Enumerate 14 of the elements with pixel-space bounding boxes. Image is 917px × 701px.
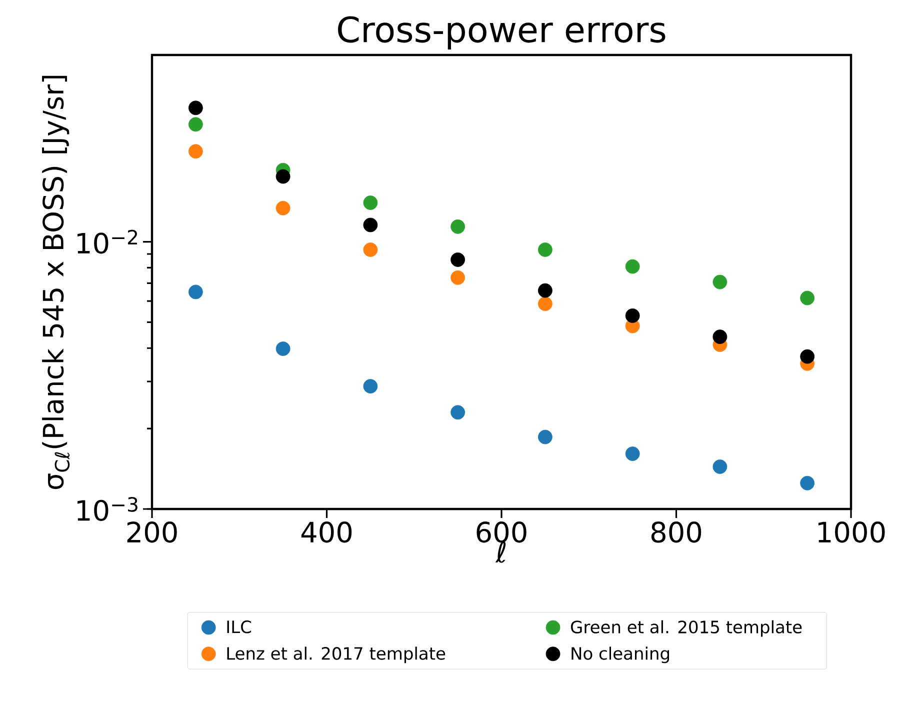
y-tick-label: 10$^{−2}$ [78,230,138,254]
legend-label: Green et al. 2015 template [570,620,802,637]
x-tick-label: 400 [301,522,352,543]
chart-title: Cross-power errors [338,16,666,50]
legend-label: ILC [227,620,252,634]
x-tick-label: 600 [476,522,526,543]
legend-label: Lenz et al. 2017 template [227,646,446,664]
y-tick-label: 10$^{−3}$ [78,497,138,521]
x-axis-title: ℓ [495,542,506,563]
x-tick-label: 1000 [818,522,885,543]
x-tick-label: 200 [127,522,177,543]
x-tick-label: 800 [651,522,702,543]
legend-label: No cleaning [572,646,670,664]
y-axis-title: σ$_{Cℓ}$(Planck 545 x BOSS) [Jy/sr] [42,76,70,490]
